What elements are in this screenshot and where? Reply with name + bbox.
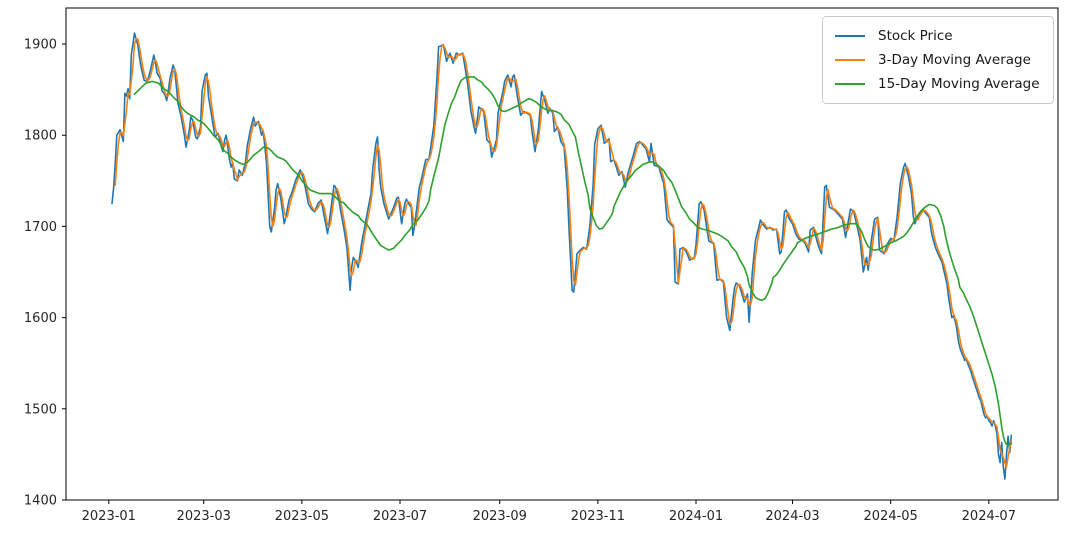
legend-item-stock-price: Stock Price — [835, 24, 1043, 48]
legend-label: 15-Day Moving Average — [878, 76, 1040, 92]
legend-label: 3-Day Moving Average — [878, 52, 1031, 68]
legend-item-ma15: 15-Day Moving Average — [835, 72, 1043, 96]
ma3-line-swatch — [835, 59, 865, 61]
y-tick-label: 1600 — [24, 311, 57, 326]
ma15-line — [133, 76, 1013, 447]
x-tick-label: 2023-09 — [473, 509, 527, 524]
x-tick-label: 2023-01 — [82, 509, 136, 524]
legend-label: Stock Price — [878, 28, 953, 44]
ma3-line — [114, 37, 1013, 468]
stock-price-line-swatch — [835, 35, 865, 37]
plot-area — [65, 7, 1059, 501]
y-tick-label: 1400 — [24, 494, 57, 509]
y-tick-label: 1900 — [24, 38, 57, 53]
x-tick-label: 2023-11 — [571, 509, 625, 524]
ma15-line-swatch — [835, 83, 865, 85]
x-tick-label: 2024-01 — [669, 509, 723, 524]
legend: Stock Price 3-Day Moving Average 15-Day … — [822, 16, 1054, 104]
x-tick-label: 2023-05 — [275, 509, 329, 524]
x-tick-label: 2023-03 — [177, 509, 231, 524]
x-tick-label: 2023-07 — [373, 509, 427, 524]
legend-item-ma3: 3-Day Moving Average — [835, 48, 1043, 72]
x-tick-label: 2024-05 — [864, 509, 918, 524]
x-tick-label: 2024-07 — [962, 509, 1016, 524]
y-tick-label: 1800 — [24, 129, 57, 144]
y-tick-label: 1500 — [24, 402, 57, 417]
x-tick-label: 2024-03 — [765, 509, 819, 524]
y-tick-label: 1700 — [24, 220, 57, 235]
